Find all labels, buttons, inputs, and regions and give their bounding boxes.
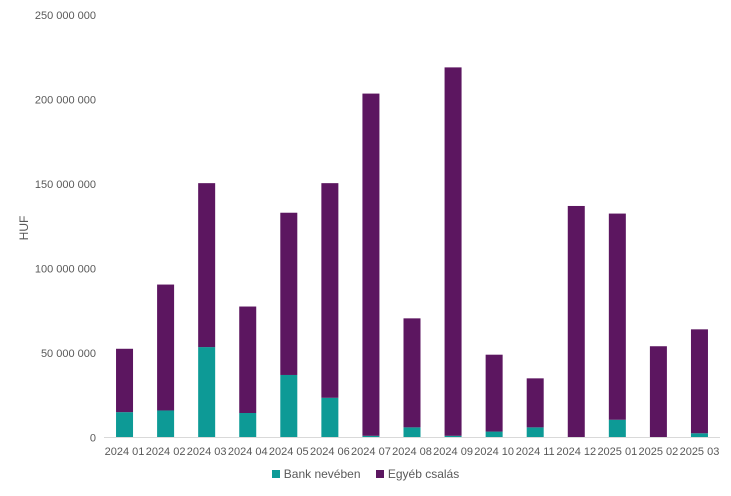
bar-segment-bank (608, 419, 626, 438)
bar-segment-egyeb (280, 212, 298, 375)
bar-segment-egyeb (567, 205, 585, 438)
x-tick-label: 2024 03 (187, 446, 227, 458)
bar-segment-egyeb (157, 284, 175, 411)
bar-segment-bank (444, 435, 462, 438)
bar-segment-bank (157, 410, 175, 438)
bar-segment-bank (198, 347, 216, 438)
bar-segment-egyeb (239, 306, 257, 413)
x-tick-label: 2024 10 (474, 446, 514, 458)
y-tick-label: 0 (90, 433, 96, 445)
x-tick-label: 2024 11 (516, 446, 555, 458)
y-tick-label: 200 000 000 (35, 95, 96, 107)
bar-segment-egyeb (116, 348, 134, 413)
x-tick-label: 2024 06 (310, 446, 350, 458)
bar-segment-egyeb (485, 354, 503, 432)
y-tick-label: 150 000 000 (35, 179, 96, 191)
x-axis-ticks: 2024 01 2024 02 2024 03 2024 04 2024 05 2024 … (105, 446, 720, 458)
y-axis-ticks: 0 50 000 000 100 000 000 150 000 000 200 000… (35, 10, 96, 445)
x-tick-label: 2024 02 (146, 446, 186, 458)
y-tick-label: 50 000 000 (41, 348, 96, 360)
bar-segment-bank (485, 431, 503, 438)
y-tick-label: 100 000 000 (35, 264, 96, 276)
bar-segment-egyeb (649, 346, 667, 438)
x-tick-label: 2024 12 (556, 446, 596, 458)
legend-swatch-bank (271, 470, 280, 478)
x-tick-label: 2025 02 (639, 446, 679, 458)
bar-segment-bank (403, 427, 421, 438)
bar-segment-egyeb (321, 183, 339, 398)
x-tick-label: 2024 04 (228, 446, 268, 458)
y-axis-title: HUF (17, 216, 31, 241)
bar-segment-egyeb (608, 213, 626, 420)
legend-swatch-egyeb (375, 470, 384, 478)
bar-segment-bank (526, 427, 544, 438)
bar-segment-bank (690, 433, 708, 438)
bar-segment-egyeb (444, 67, 462, 436)
x-tick-label: 2024 01 (105, 446, 145, 458)
bars (116, 67, 708, 438)
bar-segment-bank (239, 412, 257, 438)
y-tick-label: 250 000 000 (35, 10, 96, 22)
bar-segment-egyeb (198, 183, 216, 348)
x-tick-label: 2024 07 (351, 446, 391, 458)
bar-segment-bank (116, 412, 134, 438)
bar-segment-egyeb (690, 329, 708, 434)
legend-item-bank: Bank nevében (271, 467, 361, 481)
legend: Bank nevében Egyéb csalás (0, 467, 731, 481)
bar-segment-egyeb (362, 93, 380, 436)
bar-segment-bank (280, 374, 298, 438)
x-tick-label: 2025 03 (680, 446, 720, 458)
x-tick-label: 2024 05 (269, 446, 309, 458)
bar-segment-egyeb (403, 318, 421, 428)
x-tick-label: 2025 01 (597, 446, 637, 458)
x-tick-label: 2024 08 (392, 446, 432, 458)
bar-segment-bank (321, 397, 339, 438)
legend-item-egyeb: Egyéb csalás (375, 467, 460, 481)
bar-segment-bank (362, 435, 380, 438)
legend-label-egyeb: Egyéb csalás (387, 467, 460, 481)
x-tick-label: 2024 09 (433, 446, 473, 458)
legend-label-bank: Bank nevében (283, 467, 361, 481)
bar-segment-egyeb (526, 378, 544, 428)
